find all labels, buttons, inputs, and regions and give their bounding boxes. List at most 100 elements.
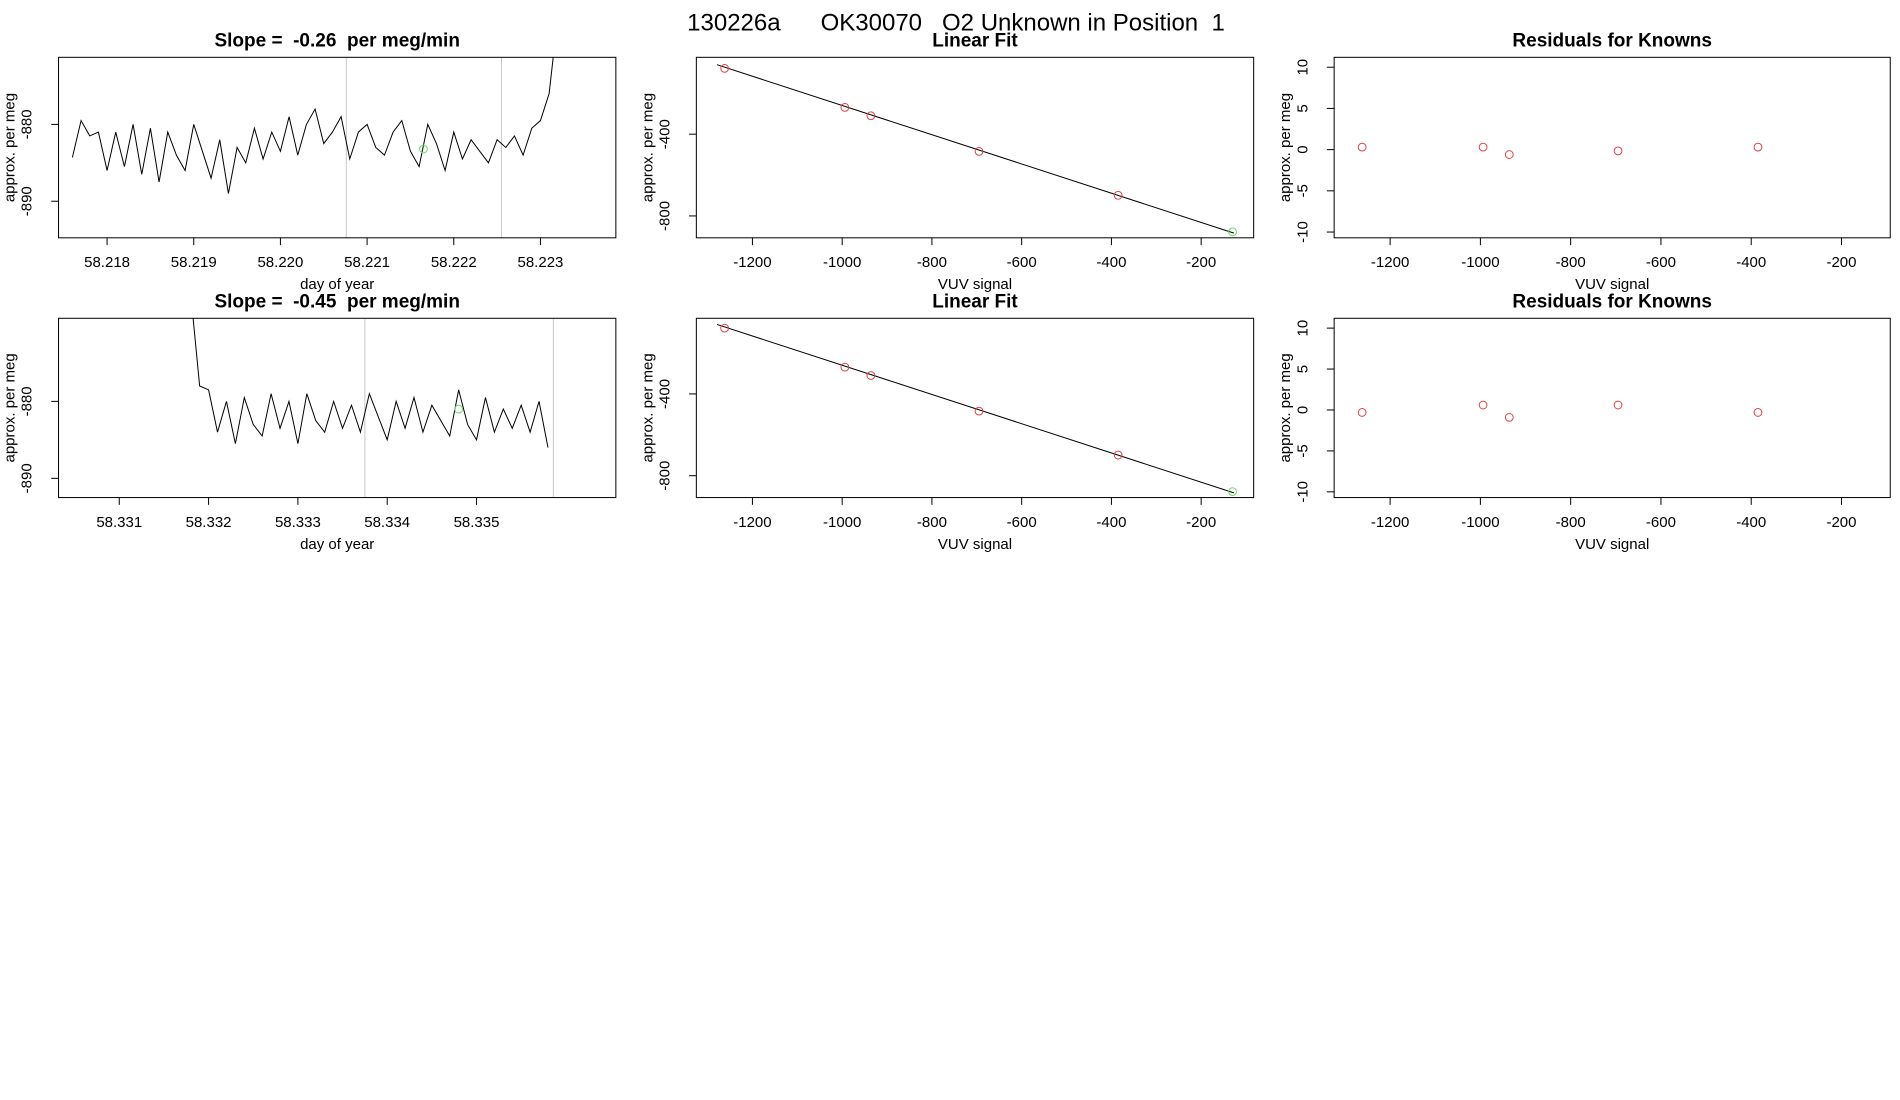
x-tick-label: 58.333	[275, 514, 321, 531]
y-axis-label: approx. per meg	[639, 353, 656, 462]
x-tick-label: -400	[1096, 254, 1126, 271]
panel: Residuals for Knowns -1200 -1000 -800 -600 -4…	[1277, 291, 1891, 553]
y-tick-label: -5	[1294, 444, 1311, 457]
point	[1478, 142, 1488, 152]
x-tick-label: -200	[1186, 514, 1216, 531]
plot-frame	[695, 56, 1255, 239]
plot-frame	[695, 317, 1255, 499]
point	[720, 63, 730, 73]
panel: Slope = -0.45 per meg/min 58.331 58.332 58.…	[2, 291, 617, 553]
x-tick-label: 58.218	[84, 254, 130, 271]
x-tick-label: 58.222	[431, 254, 477, 271]
unknown-point	[419, 144, 428, 154]
point	[1613, 400, 1623, 410]
point	[1753, 142, 1763, 152]
data-line	[192, 318, 549, 448]
x-tick-label: 58.335	[454, 514, 500, 531]
x-tick-label: -400	[1736, 254, 1766, 271]
point	[840, 362, 850, 372]
point	[720, 323, 730, 333]
plot-frame	[1333, 317, 1891, 499]
y-axis-label: approx. per meg	[1277, 93, 1294, 202]
point	[866, 371, 876, 380]
plot-area	[71, 57, 554, 238]
point	[840, 102, 850, 112]
y-tick-label: -5	[1294, 184, 1311, 197]
plot-area	[192, 318, 554, 498]
point	[974, 146, 984, 156]
plot-frame	[1333, 56, 1891, 239]
x-axis-label: VUV signal	[1575, 536, 1649, 553]
y-tick-label: -10	[1294, 481, 1311, 503]
y-tick-label: -890	[19, 463, 36, 493]
x-tick-label: -800	[917, 254, 947, 271]
panel: Linear Fit -1200 -1000 -800 -600 -400 -200 -400…	[639, 291, 1255, 553]
panel-title: Residuals for Knowns	[1512, 30, 1712, 51]
x-tick-label: -800	[917, 514, 947, 531]
y-tick-label: 0	[1294, 406, 1311, 414]
point	[974, 406, 984, 416]
plot-area	[716, 63, 1237, 237]
y-tick-label: 10	[1294, 320, 1311, 337]
data-line	[71, 57, 554, 194]
panel-title: Linear Fit	[932, 30, 1018, 51]
unknown-point	[454, 404, 464, 414]
plot-area	[1357, 142, 1763, 159]
point	[1113, 450, 1123, 460]
unknown-point	[1228, 487, 1237, 497]
x-tick-label: 58.331	[96, 514, 142, 531]
x-axis-label: VUV signal	[1575, 276, 1649, 293]
x-tick-label: -1200	[1371, 254, 1409, 271]
x-tick-label: -200	[1826, 254, 1856, 271]
x-tick-label: -600	[1007, 254, 1037, 271]
x-tick-label: 58.334	[364, 514, 410, 531]
x-tick-label: 58.219	[171, 254, 217, 271]
main-title: 130226a OK30070 O2 Unknown in Position 1	[687, 9, 1225, 36]
x-tick-label: -600	[1646, 254, 1676, 271]
y-axis-label: approx. per meg	[2, 93, 19, 202]
x-tick-label: -600	[1007, 514, 1037, 531]
x-tick-label: -1000	[823, 254, 861, 271]
point	[1478, 400, 1488, 410]
x-axis-label: VUV signal	[938, 276, 1012, 293]
x-tick-label: -400	[1736, 514, 1766, 531]
plot-area	[716, 323, 1237, 497]
y-axis-label: approx. per meg	[1277, 353, 1294, 462]
point	[1357, 408, 1367, 417]
x-tick-label: -1000	[1461, 254, 1499, 271]
y-tick-label: 10	[1294, 59, 1311, 76]
panel: Residuals for Knowns -1200 -1000 -800 -600 -4…	[1277, 30, 1891, 293]
panel-title: Residuals for Knowns	[1512, 291, 1712, 312]
y-tick-label: 5	[1294, 104, 1311, 112]
point	[1613, 146, 1623, 156]
plot-frame	[58, 56, 617, 239]
y-tick-label: -800	[657, 201, 674, 231]
x-tick-label: -800	[1556, 514, 1586, 531]
point	[1753, 408, 1763, 417]
x-tick-label: -200	[1186, 254, 1216, 271]
x-tick-label: -1000	[1461, 514, 1499, 531]
x-axis-label: VUV signal	[938, 536, 1012, 553]
x-tick-label: -1000	[823, 514, 861, 531]
panel-title: Slope = -0.45 per meg/min	[214, 291, 460, 312]
x-tick-label: -800	[1556, 254, 1586, 271]
x-tick-label: 58.223	[518, 254, 564, 271]
plot-area	[1357, 400, 1763, 422]
y-tick-label: -10	[1294, 221, 1311, 243]
y-tick-label: -800	[657, 461, 674, 491]
y-tick-label: 5	[1294, 365, 1311, 373]
point	[866, 111, 876, 121]
x-tick-label: 58.221	[344, 254, 390, 271]
panel-title: Slope = -0.26 per meg/min	[214, 30, 460, 51]
x-axis-label: day of year	[300, 536, 374, 553]
x-tick-label: -600	[1646, 514, 1676, 531]
y-axis-label: approx. per meg	[2, 353, 19, 462]
panel: Linear Fit -1200 -1000 -800 -600 -400 -200 -400…	[639, 30, 1255, 293]
y-tick-label: -880	[19, 386, 36, 416]
point	[1504, 412, 1514, 422]
plot-frame	[58, 317, 617, 499]
x-tick-label: -400	[1096, 514, 1126, 531]
panel-title: Linear Fit	[932, 291, 1018, 312]
y-tick-label: -890	[19, 186, 36, 216]
